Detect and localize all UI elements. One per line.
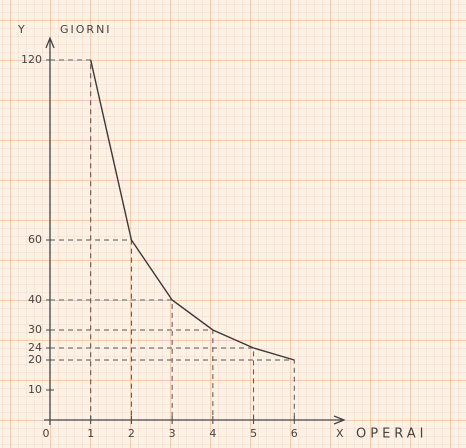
x-tick-label: 0 bbox=[43, 427, 50, 440]
graph-paper-grid bbox=[0, 0, 466, 448]
y-axis-letter: Y bbox=[17, 23, 25, 36]
y-tick-label: 30 bbox=[28, 323, 42, 336]
x-axis-label: OPERAI bbox=[356, 427, 428, 442]
x-axis-letter: X bbox=[336, 427, 344, 440]
x-tick-label: 1 bbox=[87, 427, 94, 440]
y-tick-label: 20 bbox=[28, 353, 42, 366]
y-tick-label: 10 bbox=[28, 383, 42, 396]
x-tick-label: 5 bbox=[250, 427, 257, 440]
y-tick-label: 60 bbox=[28, 233, 42, 246]
x-tick-label: 3 bbox=[169, 427, 176, 440]
chart: Y GIORNI X OPERAI 10 2024 30 40 60 120 0 1 2 3 4 5 6 bbox=[0, 0, 466, 448]
y-axis-label: GIORNI bbox=[60, 23, 112, 36]
x-tick-label: 4 bbox=[209, 427, 216, 440]
y-tick-label: 120 bbox=[21, 53, 42, 66]
y-tick-label: 24 bbox=[28, 341, 42, 354]
x-tick-label: 6 bbox=[291, 427, 298, 440]
y-tick-label: 40 bbox=[28, 293, 42, 306]
x-tick-label: 2 bbox=[128, 427, 135, 440]
